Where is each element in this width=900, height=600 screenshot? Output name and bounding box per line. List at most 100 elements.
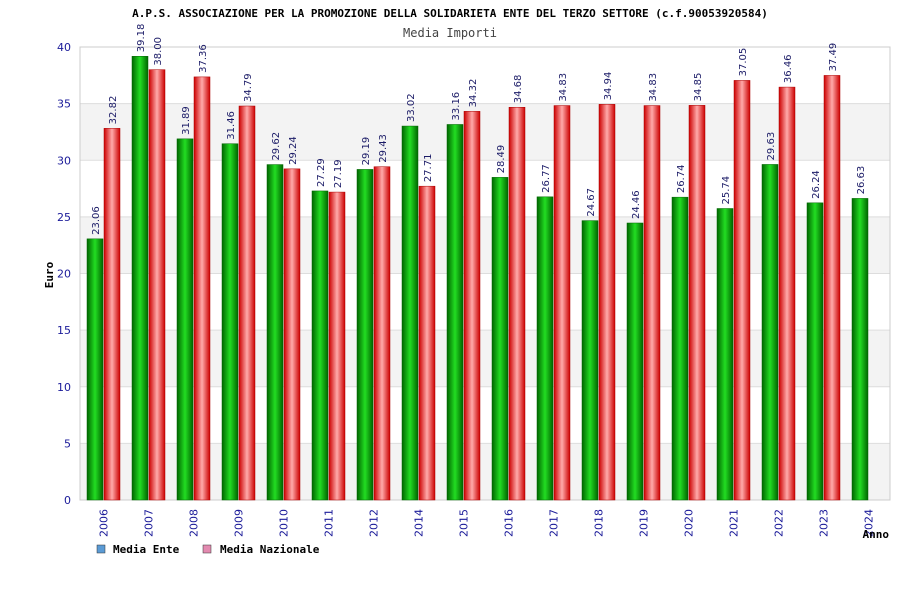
bar-media-ente bbox=[581, 220, 599, 501]
legend-label-media-nazionale: Media Nazionale bbox=[220, 543, 320, 556]
legend-item-media-nazionale: Media Nazionale bbox=[202, 543, 320, 556]
x-tick-label: 2006 bbox=[98, 509, 111, 537]
x-tick-label: 2008 bbox=[188, 509, 201, 537]
value-label-media-ente: 29.63 bbox=[766, 132, 777, 161]
bar-media-nazionale bbox=[238, 105, 256, 501]
value-label-media-ente: 33.02 bbox=[406, 93, 417, 122]
bar-media-nazionale bbox=[148, 69, 166, 501]
value-label-media-nazionale: 34.32 bbox=[468, 79, 479, 108]
bar-media-ente bbox=[851, 198, 869, 501]
x-tick-label: 2011 bbox=[323, 509, 336, 537]
value-label-media-ente: 33.16 bbox=[451, 92, 462, 121]
grid-band bbox=[80, 216, 890, 274]
value-label-media-ente: 39.18 bbox=[136, 24, 147, 53]
bar-media-ente bbox=[131, 56, 149, 501]
bar-media-nazionale bbox=[508, 106, 526, 501]
x-tick-label: 2018 bbox=[593, 509, 606, 537]
x-tick-label: 2015 bbox=[458, 509, 471, 537]
value-label-media-nazionale: 34.83 bbox=[558, 73, 569, 102]
y-axis-label: Euro bbox=[43, 261, 56, 288]
x-tick-label: 2022 bbox=[773, 509, 786, 537]
legend-swatch-media-nazionale bbox=[202, 544, 212, 554]
bar-media-ente bbox=[536, 196, 554, 501]
bar-media-nazionale bbox=[373, 166, 391, 501]
y-tick-label: 15 bbox=[57, 324, 71, 337]
bar-media-nazionale bbox=[598, 104, 616, 501]
bar-media-nazionale bbox=[553, 105, 571, 501]
value-labels: 23.06 32.82 39.18 38.00 31.89 37.36 31.46 34.79… bbox=[91, 24, 867, 235]
x-tick-label: 2009 bbox=[233, 509, 246, 537]
value-label-media-nazionale: 34.85 bbox=[693, 73, 704, 102]
grid-band bbox=[80, 160, 890, 217]
chart-title: A.P.S. ASSOCIAZIONE PER LA PROMOZIONE DE… bbox=[132, 7, 768, 20]
x-tick-label: 2023 bbox=[818, 509, 831, 537]
x-axis-label: Anno bbox=[863, 528, 890, 541]
value-label-media-nazionale: 37.49 bbox=[828, 43, 839, 72]
y-tick-label: 25 bbox=[57, 211, 71, 224]
value-label-media-ente: 23.06 bbox=[91, 206, 102, 235]
bar-media-ente bbox=[491, 177, 509, 501]
value-label-media-ente: 26.24 bbox=[811, 170, 822, 199]
y-tick-label: 40 bbox=[57, 41, 71, 54]
value-label-media-ente: 24.46 bbox=[631, 190, 642, 219]
bar-media-nazionale bbox=[688, 105, 706, 501]
bar-media-ente bbox=[446, 124, 464, 501]
bar-media-ente bbox=[626, 222, 644, 501]
bar-media-ente bbox=[221, 143, 239, 501]
value-label-media-ente: 31.89 bbox=[181, 106, 192, 135]
value-label-media-nazionale: 38.00 bbox=[153, 37, 164, 66]
grid-band bbox=[80, 330, 890, 387]
value-label-media-nazionale: 34.94 bbox=[603, 72, 614, 101]
x-tick-label: 2021 bbox=[728, 509, 741, 537]
grid-band bbox=[80, 443, 890, 500]
x-tick-label: 2007 bbox=[143, 509, 156, 537]
value-label-media-nazionale: 27.19 bbox=[333, 159, 344, 188]
x-tick-label: 2010 bbox=[278, 509, 291, 537]
bar-media-nazionale bbox=[643, 105, 661, 501]
x-tick-label: 2014 bbox=[413, 509, 426, 537]
value-label-media-nazionale: 29.24 bbox=[288, 136, 299, 165]
legend-label-media-ente: Media Ente bbox=[113, 543, 180, 556]
y-tick-label: 35 bbox=[57, 98, 71, 111]
value-label-media-ente: 29.62 bbox=[271, 132, 282, 161]
bar-media-nazionale bbox=[823, 75, 841, 501]
y-tick-label: 10 bbox=[57, 381, 71, 394]
value-label-media-nazionale: 34.68 bbox=[513, 75, 524, 104]
y-tick-label: 0 bbox=[64, 494, 71, 507]
bar-media-ente bbox=[716, 208, 734, 501]
bar-media-ente bbox=[176, 138, 194, 501]
bar-media-nazionale bbox=[463, 111, 481, 501]
value-label-media-nazionale: 36.46 bbox=[783, 54, 794, 83]
bar-media-nazionale bbox=[103, 128, 121, 501]
bar-media-ente bbox=[266, 164, 284, 501]
grid-band bbox=[80, 103, 890, 161]
value-label-media-nazionale: 37.05 bbox=[738, 48, 749, 77]
y-tick-label: 20 bbox=[57, 268, 71, 281]
x-tick-label: 2020 bbox=[683, 509, 696, 537]
bar-media-ente bbox=[806, 202, 824, 501]
grid-band bbox=[80, 386, 890, 444]
x-axis-ticks: 2006 2007 2008 2009 2010 2011 2012 2014 2015 2016… bbox=[98, 509, 876, 537]
value-label-media-ente: 26.74 bbox=[676, 165, 687, 194]
grid-band bbox=[80, 273, 890, 331]
value-label-media-nazionale: 34.83 bbox=[648, 73, 659, 102]
value-label-media-ente: 26.63 bbox=[856, 166, 867, 195]
value-label-media-nazionale: 27.71 bbox=[423, 154, 434, 183]
bar-media-ente bbox=[311, 190, 329, 501]
grid-bands bbox=[80, 47, 890, 500]
bar-media-ente bbox=[356, 169, 374, 501]
bar-media-nazionale bbox=[328, 191, 346, 501]
bar-media-nazionale bbox=[778, 86, 796, 501]
value-label-media-nazionale: 34.79 bbox=[243, 73, 254, 102]
bar-media-nazionale bbox=[418, 185, 436, 501]
legend-swatch-media-ente bbox=[96, 544, 106, 554]
bar-media-ente bbox=[671, 196, 689, 501]
bar-media-nazionale bbox=[193, 76, 211, 501]
x-tick-label: 2024 bbox=[863, 509, 876, 537]
value-label-media-ente: 24.67 bbox=[586, 188, 597, 217]
bars bbox=[86, 56, 869, 501]
value-label-media-ente: 28.49 bbox=[496, 145, 507, 174]
plot-frame bbox=[79, 46, 891, 501]
y-axis-ticks: 0 5 10 15 20 25 30 35 40 bbox=[57, 41, 71, 507]
